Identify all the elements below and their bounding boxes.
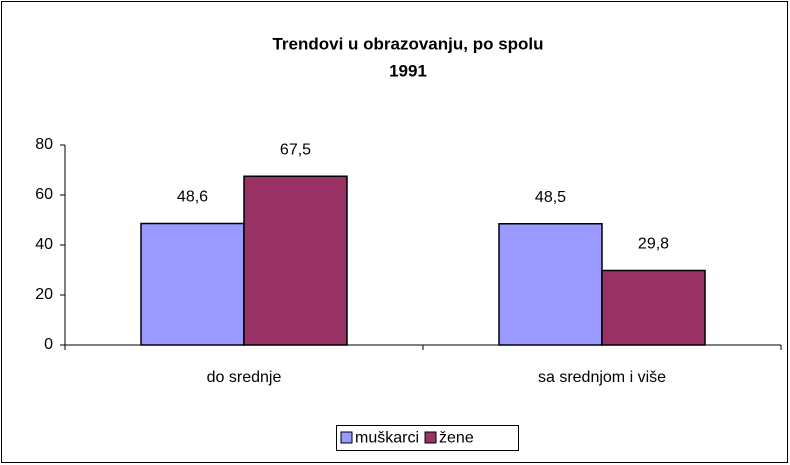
- x-tick-label: do srednje: [207, 369, 282, 386]
- y-tick-label: 80: [35, 136, 53, 153]
- chart-title: Trendovi u obrazovanju, po spolu: [272, 34, 543, 53]
- value-label: 48,5: [535, 189, 566, 206]
- value-label: 29,8: [638, 236, 669, 253]
- legend-swatch: [424, 431, 437, 444]
- legend-label: muškarci: [355, 430, 419, 447]
- y-tick-label: 20: [35, 286, 53, 303]
- y-tick-label: 0: [44, 336, 53, 353]
- bar: [243, 175, 348, 346]
- bar: [601, 269, 706, 346]
- value-label: 67,5: [280, 141, 311, 158]
- x-tick-label: sa srednjom i više: [538, 369, 666, 386]
- bar: [498, 223, 603, 346]
- legend-swatch: [340, 431, 353, 444]
- chart-subtitle: 1991: [389, 61, 427, 80]
- y-tick-label: 40: [35, 236, 53, 253]
- bar: [140, 222, 245, 346]
- value-label: 48,6: [177, 189, 208, 206]
- legend-label: žene: [439, 430, 474, 447]
- y-tick-label: 60: [35, 186, 53, 203]
